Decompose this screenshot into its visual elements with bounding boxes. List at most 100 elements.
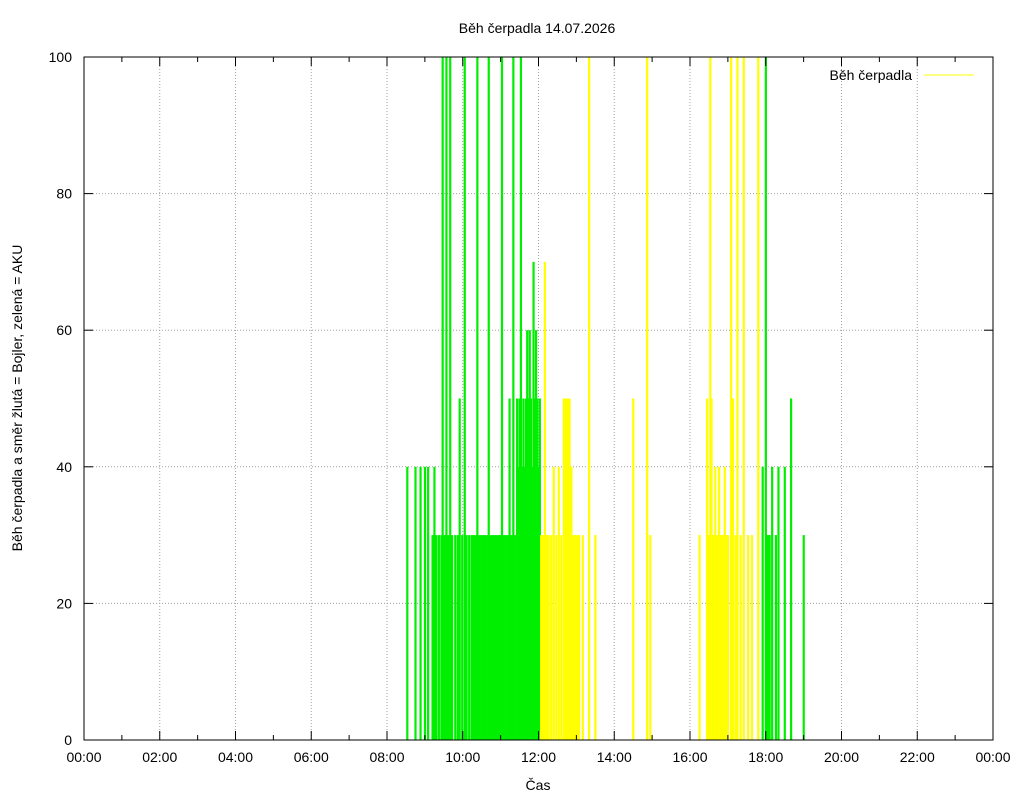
bar-bojler (547, 535, 550, 740)
bar-bojler (739, 535, 742, 740)
bar-bojler (649, 535, 652, 740)
data-bars (406, 57, 805, 740)
bar-aku (764, 57, 767, 740)
bar-bojler (716, 535, 719, 740)
bar-bojler (750, 535, 754, 740)
bar-aku (774, 535, 778, 740)
bar-bojler (725, 535, 728, 740)
bar-bojler (719, 535, 722, 740)
bar-aku (761, 466, 764, 740)
bar-bojler (721, 535, 725, 740)
bar-bojler (715, 535, 718, 740)
bar-aku (514, 535, 517, 740)
bar-aku (478, 535, 481, 740)
bar-aku (521, 466, 524, 740)
bar-aku (768, 535, 771, 740)
bar-aku (481, 535, 485, 740)
bar-bojler (736, 57, 739, 740)
y-tick-label: 20 (56, 595, 72, 611)
bar-bojler (632, 398, 635, 740)
bar-aku (441, 57, 444, 740)
x-tick-label: 14:00 (597, 749, 632, 765)
y-axis-title: Běh čerpadla a směr žlutá = Bojler, zele… (9, 245, 25, 552)
bar-aku (483, 535, 487, 740)
x-tick-label: 04:00 (218, 749, 253, 765)
bar-aku (447, 535, 450, 740)
bar-aku (472, 535, 475, 740)
x-tick-label: 20:00 (824, 749, 859, 765)
bar-bojler (706, 398, 709, 740)
bar-bojler (552, 466, 555, 740)
x-tick-label: 02:00 (142, 749, 177, 765)
bar-aku (463, 57, 466, 740)
bar-bojler (730, 57, 733, 740)
bar-aku (456, 535, 459, 740)
bar-aku (500, 57, 504, 740)
bar-aku (440, 535, 443, 740)
bar-aku (524, 398, 528, 740)
bar-aku (510, 535, 513, 740)
x-tick-label: 00:00 (975, 749, 1010, 765)
bar-bojler (540, 535, 543, 740)
bar-aku (468, 535, 471, 740)
bar-aku (783, 466, 786, 740)
bar-aku (766, 535, 769, 740)
y-tick-label: 100 (49, 49, 73, 65)
x-tick-label: 12:00 (521, 749, 556, 765)
bar-bojler (734, 535, 737, 740)
bar-bojler (574, 535, 577, 740)
bar-aku (461, 535, 464, 740)
bar-aku (449, 57, 452, 740)
bar-aku (523, 466, 526, 740)
bar-aku (433, 466, 436, 740)
bar-aku (437, 535, 440, 740)
bar-bojler (572, 535, 575, 740)
bar-aku (443, 535, 446, 740)
bar-bojler (568, 398, 571, 740)
x-tick-label: 08:00 (369, 749, 404, 765)
y-tick-label: 0 (64, 732, 72, 748)
bar-aku (512, 57, 515, 740)
bar-aku (532, 261, 535, 740)
x-tick-label: 06:00 (294, 749, 329, 765)
bar-aku (527, 398, 530, 740)
bar-aku (536, 398, 539, 740)
bar-bojler (550, 535, 553, 740)
bar-bojler (576, 535, 579, 740)
bar-aku (519, 57, 523, 740)
bar-aku (538, 398, 541, 740)
bar-bojler (570, 466, 573, 740)
bar-aku (445, 57, 448, 740)
bar-bojler (566, 398, 569, 740)
bar-aku (489, 535, 492, 740)
bar-aku (506, 535, 509, 740)
legend-label: Běh čerpadla (829, 67, 912, 83)
bar-aku (518, 398, 521, 740)
bar-aku (771, 466, 774, 740)
bar-bojler (742, 57, 745, 740)
bar-bojler (714, 466, 717, 740)
bar-aku (406, 466, 409, 740)
y-tick-labels: 0 20 40 60 80 100 (49, 49, 73, 748)
bar-aku (470, 535, 473, 740)
bar-bojler (709, 57, 712, 740)
bar-aku (533, 398, 536, 740)
y-tick-label: 40 (56, 459, 72, 475)
bar-aku (802, 535, 805, 740)
bar-bojler (718, 466, 721, 740)
bar-bojler (723, 466, 726, 740)
x-tick-label: 00:00 (66, 749, 101, 765)
chart-title: Běh čerpadla 14.07.2026 (459, 20, 616, 36)
bar-bojler (707, 535, 711, 740)
bar-aku (531, 466, 534, 740)
bar-aku (522, 398, 525, 740)
bar-bojler (726, 535, 730, 740)
bar-bojler (646, 57, 649, 740)
bar-aku (480, 535, 483, 740)
bar-aku (465, 535, 468, 740)
bar-bojler (545, 535, 548, 740)
bar-aku (487, 57, 490, 740)
y-tick-label: 80 (56, 186, 72, 202)
bar-aku (454, 535, 457, 740)
